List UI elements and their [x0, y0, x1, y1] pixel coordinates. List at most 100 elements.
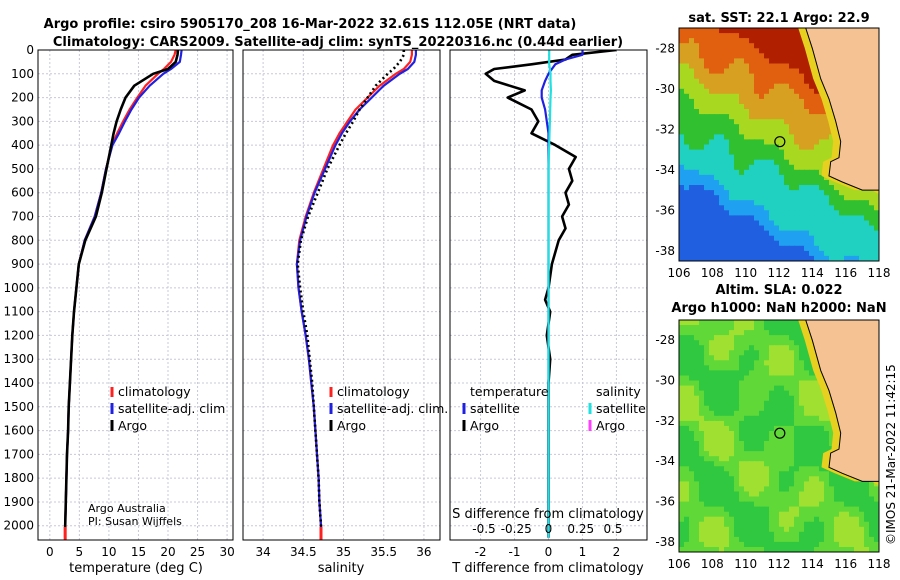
map-cell — [754, 159, 760, 166]
map-cell — [814, 255, 820, 261]
map-cell — [784, 415, 790, 422]
map-cell — [829, 185, 835, 191]
map-cell — [779, 93, 785, 100]
map-cell — [724, 134, 730, 141]
map-x-tick-label: 118 — [868, 557, 891, 571]
map-cell — [734, 109, 740, 115]
map-cell — [744, 501, 750, 508]
map-cell — [689, 461, 695, 467]
map-cell — [864, 230, 870, 237]
map-cell — [719, 190, 725, 196]
map-cell — [814, 400, 820, 407]
map-cell — [809, 119, 815, 125]
map-cell — [789, 345, 795, 351]
map-cell — [704, 114, 710, 120]
map-cell — [759, 255, 765, 261]
map-cell — [764, 365, 770, 371]
map-cell — [744, 235, 750, 242]
map-cell — [854, 531, 860, 538]
map-cell — [694, 456, 700, 462]
map-cell — [769, 88, 775, 95]
map-cell — [714, 536, 720, 543]
map-x-tick-label: 108 — [701, 266, 724, 280]
map-cell — [699, 420, 705, 427]
map-cell — [684, 420, 690, 427]
map-cell — [809, 109, 815, 115]
map-cell — [744, 109, 750, 115]
map-cell — [809, 78, 815, 85]
map-cell — [764, 451, 770, 457]
map-cell — [729, 38, 735, 44]
map-cell — [729, 511, 735, 518]
sst-heatmap — [679, 28, 879, 261]
map-cell — [779, 380, 785, 387]
map-cell — [689, 436, 695, 442]
map-cell — [829, 496, 835, 503]
map-cell — [729, 541, 735, 548]
map-cell — [829, 506, 835, 513]
map-cell — [749, 491, 755, 498]
profile-location-marker — [774, 427, 786, 439]
map-cell — [819, 215, 825, 222]
map-cell — [684, 410, 690, 417]
map-cell — [804, 174, 810, 181]
map-cell — [759, 466, 765, 472]
map-cell — [779, 33, 785, 39]
salinity-x-tick-labels: 34 34.5 35 35.5 36 — [255, 545, 431, 559]
map-cell — [799, 395, 805, 402]
map-cell — [749, 325, 755, 331]
map-cell — [739, 451, 745, 457]
map-cell — [754, 451, 760, 457]
map-cell — [694, 83, 700, 90]
map-cell — [754, 410, 760, 417]
map-cell — [784, 506, 790, 513]
map-cell — [679, 33, 685, 39]
map-cell — [814, 240, 820, 247]
map-cell — [689, 345, 695, 351]
map-cell — [679, 471, 685, 477]
map-cell — [759, 501, 765, 508]
map-cell — [724, 98, 730, 105]
map-cell — [714, 144, 720, 151]
map-cell — [754, 104, 760, 110]
map-cell — [734, 230, 740, 237]
map-cell — [724, 250, 730, 257]
map-cell — [729, 441, 735, 447]
map-cell — [819, 245, 825, 252]
map-cell — [689, 215, 695, 222]
map-cell — [789, 139, 795, 146]
x-tick-label: -2 — [475, 545, 487, 559]
map-cell — [719, 481, 725, 487]
temperature-grid — [38, 49, 233, 540]
map-cell — [699, 547, 705, 552]
map-cell — [794, 98, 800, 105]
map-cell — [719, 83, 725, 90]
figure-title-line1: Argo profile: csiro 5905170_208 16-Mar-2… — [44, 17, 577, 32]
map-cell — [839, 526, 845, 533]
map-cell — [859, 541, 865, 548]
map-cell — [729, 340, 735, 346]
map-cell — [709, 415, 715, 422]
map-cell — [709, 380, 715, 387]
map-cell — [739, 345, 745, 351]
map-cell — [804, 400, 810, 407]
map-cell — [739, 174, 745, 181]
map-cell — [739, 481, 745, 487]
map-cell — [764, 355, 770, 361]
map-cell — [754, 405, 760, 412]
map-cell — [849, 506, 855, 513]
map-cell — [679, 164, 685, 171]
map-cell — [679, 205, 685, 211]
map-cell — [734, 250, 740, 257]
map-cell — [769, 350, 775, 356]
map-cell — [834, 526, 840, 533]
map-cell — [724, 159, 730, 166]
map-cell — [679, 220, 685, 227]
map-cell — [704, 180, 710, 186]
x-tick-label: 0 — [46, 545, 54, 559]
map-cell — [754, 129, 760, 135]
map-cell — [864, 220, 870, 227]
map-cell — [849, 200, 855, 206]
map-cell — [744, 415, 750, 422]
map-cell — [819, 521, 825, 528]
